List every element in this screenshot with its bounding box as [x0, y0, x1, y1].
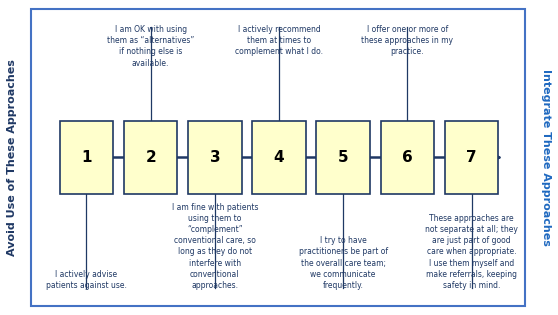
FancyBboxPatch shape — [316, 121, 370, 194]
Text: 6: 6 — [402, 150, 413, 165]
Text: I actively recommend
them at times to
complement what I do.: I actively recommend them at times to co… — [235, 25, 323, 56]
Text: These approaches are
not separate at all; they
are just part of good
care when a: These approaches are not separate at all… — [425, 214, 518, 290]
Text: I offer one or more of
these approaches in my
practice.: I offer one or more of these approaches … — [362, 25, 453, 56]
Text: I try to have
practitioners be part of
the overall care team;
we communicate
fre: I try to have practitioners be part of t… — [299, 236, 388, 290]
Text: 7: 7 — [466, 150, 477, 165]
FancyBboxPatch shape — [124, 121, 177, 194]
Text: 1: 1 — [81, 150, 92, 165]
FancyBboxPatch shape — [60, 121, 113, 194]
Text: I actively advise
patients against use.: I actively advise patients against use. — [46, 270, 127, 290]
FancyBboxPatch shape — [381, 121, 434, 194]
Text: 4: 4 — [273, 150, 285, 165]
FancyBboxPatch shape — [188, 121, 242, 194]
Text: I am fine with patients
using them to
“complement”
conventional care, so
long as: I am fine with patients using them to “c… — [171, 203, 258, 290]
Text: 5: 5 — [338, 150, 349, 165]
FancyBboxPatch shape — [252, 121, 306, 194]
Text: Avoid Use of These Approaches: Avoid Use of These Approaches — [7, 59, 17, 256]
FancyBboxPatch shape — [31, 9, 525, 306]
Text: 2: 2 — [145, 150, 156, 165]
Text: Integrate These Approaches: Integrate These Approaches — [541, 69, 551, 246]
FancyBboxPatch shape — [445, 121, 498, 194]
Text: I am OK with using
them as “alternatives”
if nothing else is
available.: I am OK with using them as “alternatives… — [107, 25, 194, 67]
Text: 3: 3 — [209, 150, 220, 165]
